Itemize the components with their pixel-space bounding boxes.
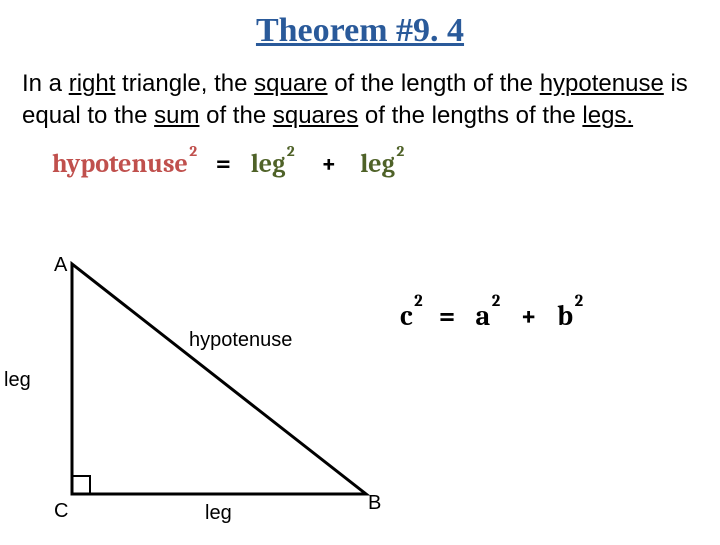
eq1-hypotenuse: hypotenuse2: [52, 149, 188, 179]
stmt-sum: sum: [154, 102, 199, 129]
eq2-a-exp: 2: [492, 292, 501, 311]
equation-words: hypotenuse2 = leg2 + leg2: [0, 143, 720, 179]
stmt-p9: of the: [199, 102, 272, 129]
triangle-shape: [72, 264, 366, 494]
eq2-a-base: a: [476, 300, 491, 332]
stmt-square: square: [254, 70, 327, 97]
stmt-p11: of the lengths of the: [358, 102, 582, 129]
vertex-a: A: [54, 254, 67, 277]
stmt-p5: of the length of the: [328, 70, 540, 97]
eq1-leg2: leg2: [360, 149, 395, 179]
eq2-c-exp: 2: [414, 292, 423, 311]
eq1-leg2-exp: 2: [396, 142, 404, 160]
right-angle-marker: [72, 476, 90, 494]
eq1-leg1: leg2: [251, 149, 286, 179]
equation-symbols: c2 = a2 + b2: [400, 300, 573, 332]
eq2-plus: +: [520, 300, 537, 332]
eq1-leg1-exp: 2: [287, 142, 295, 160]
theorem-statement: In a right triangle, the square of the l…: [0, 50, 720, 143]
eq2-b-base: b: [557, 300, 573, 332]
stmt-p1: In a: [22, 70, 69, 97]
eq1-equals: =: [216, 149, 231, 179]
eq1-hyp-base: hypotenuse: [52, 149, 188, 179]
eq2-c: c2: [400, 300, 413, 332]
stmt-squares: squares: [273, 102, 358, 129]
side-leg-left: leg: [4, 369, 31, 392]
eq2-b-exp: 2: [575, 292, 584, 311]
eq1-leg1-base: leg: [251, 149, 286, 179]
lower-region: A B C hypotenuse leg leg c2 = a2 + b2: [0, 240, 720, 540]
eq2-c-base: c: [400, 300, 413, 332]
eq1-leg2-base: leg: [360, 149, 395, 179]
vertex-b: B: [368, 492, 381, 515]
theorem-title: Theorem #9. 4: [0, 0, 720, 50]
stmt-legs: legs.: [582, 102, 633, 129]
side-hypotenuse: hypotenuse: [189, 329, 292, 352]
eq2-b: b2: [557, 300, 573, 332]
vertex-c: C: [54, 500, 68, 523]
triangle-svg: [0, 240, 400, 540]
side-leg-bottom: leg: [205, 502, 232, 525]
triangle-diagram: A B C hypotenuse leg leg: [0, 240, 400, 540]
eq2-equals: =: [439, 300, 456, 332]
stmt-right: right: [69, 70, 116, 97]
eq2-a: a2: [476, 300, 491, 332]
eq1-plus: +: [321, 149, 336, 179]
stmt-p3: triangle, the: [115, 70, 254, 97]
stmt-hypotenuse: hypotenuse: [540, 70, 664, 97]
eq1-hyp-exp: 2: [189, 142, 197, 160]
